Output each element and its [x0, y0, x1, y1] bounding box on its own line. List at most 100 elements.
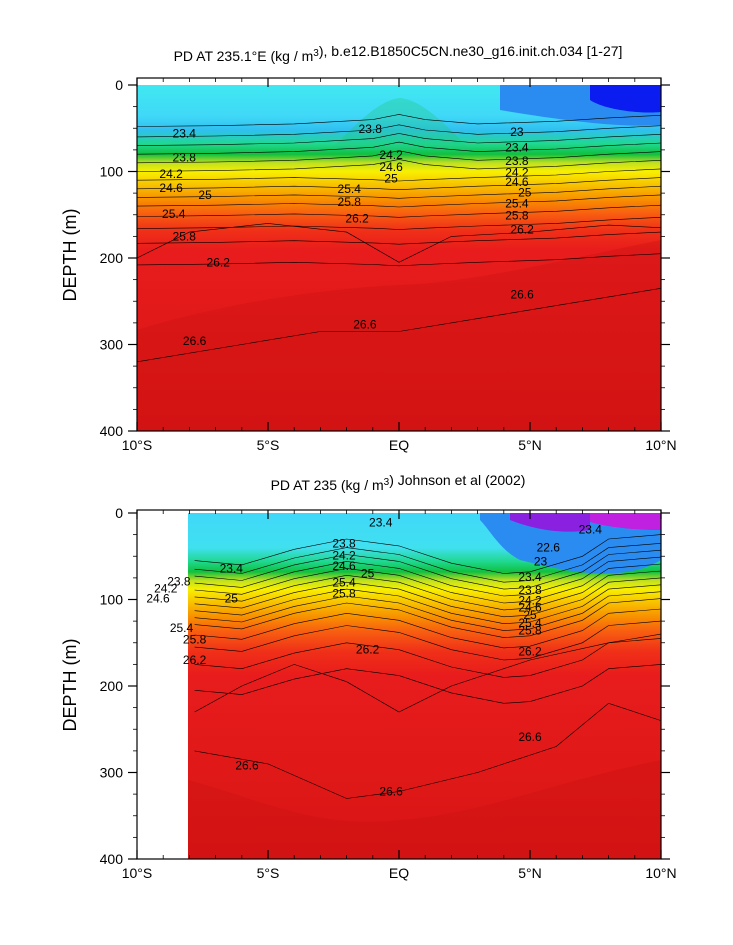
isoline: [194, 608, 662, 649]
y-tick-label: 0: [115, 505, 123, 521]
isoline: [136, 288, 662, 363]
isoline: [136, 217, 662, 230]
contour-label: 24.2: [154, 581, 178, 595]
contour-label: 25: [198, 188, 212, 202]
panel-2-axes: 10°S 5°S EQ 5°N 10°N 0 100 200 300 400: [100, 505, 677, 881]
contour-label: 25.4: [338, 182, 362, 196]
contour-label: 23.4: [579, 522, 603, 536]
x-tick-label: 10°N: [645, 865, 676, 881]
contour-label: 23.8: [173, 151, 197, 165]
panel-2-blue-patch: [480, 513, 661, 574]
contour-label: 25.8: [518, 624, 542, 638]
isoline: [194, 620, 662, 661]
x-tick-label: 5°N: [518, 437, 542, 453]
panel-2-magenta-patch: [590, 513, 661, 530]
contour-label: 24.6: [159, 181, 183, 195]
y-tick-label: 300: [100, 765, 124, 781]
contour-label: 25.4: [332, 575, 356, 589]
isoline: [136, 159, 662, 172]
contour-label: 26.6: [353, 318, 377, 332]
contour-label: 23.4: [173, 126, 197, 140]
panel-1-axes: 10°S 5°S EQ 5°N 10°N 0 100 200 300 400: [100, 77, 677, 453]
panel-1-deep-layer: [137, 240, 661, 431]
isoline: [136, 141, 662, 155]
isoline: [136, 150, 662, 164]
y-tick-label: 400: [100, 423, 124, 439]
contour-label: 26.2: [356, 643, 380, 657]
isoline: [136, 185, 662, 199]
contour-label: 24.2: [518, 593, 542, 607]
contour-label: 26.2: [207, 255, 231, 269]
contour-label: 26.2: [518, 644, 542, 658]
isoline: [136, 177, 662, 191]
panel-2-deep-layer: [188, 760, 661, 859]
contour-label: 25.4: [170, 621, 194, 635]
isoline: [194, 638, 662, 678]
contour-label: 23.8: [332, 536, 356, 550]
contour-label: 25: [225, 592, 239, 606]
isoline: [194, 633, 662, 713]
isoline: [194, 598, 662, 638]
isoline: [136, 204, 662, 218]
contour-label: 26.2: [345, 211, 369, 225]
contour-label: 26.2: [510, 222, 534, 236]
isoline: [136, 133, 662, 146]
isoline: [136, 168, 662, 182]
contour-label: 26.6: [379, 785, 403, 799]
isoline: [194, 556, 662, 597]
contour-label: 24.6: [146, 592, 170, 606]
contour-label: 24.6: [505, 175, 529, 189]
x-tick-label: 10°N: [645, 437, 676, 453]
contour-label: 24.6: [332, 559, 356, 573]
contour-label: 24.6: [518, 600, 542, 614]
panel-1-deep-blue-patch: [590, 85, 661, 113]
x-tick-label: EQ: [389, 437, 409, 453]
isoline: [194, 584, 662, 625]
isoline: [194, 543, 662, 583]
contour-label: 25: [523, 608, 537, 622]
contour-label: 23.8: [518, 583, 542, 597]
contour-label: 25.8: [338, 195, 362, 209]
contour-label: 25.8: [332, 586, 356, 600]
contour-label: 24.2: [379, 148, 403, 162]
contour-label: 23: [510, 125, 524, 139]
panel-1-upwelling-bump: [330, 98, 470, 150]
contour-label: 25.4: [505, 197, 529, 211]
contour-label: 23.8: [505, 154, 529, 168]
panel-2: PD AT 235 (kg / m3) Johnson et al (2002)…: [60, 472, 677, 881]
y-tick-label: 100: [100, 164, 124, 180]
contour-label: 22.6: [537, 541, 561, 555]
panel-1-field: [137, 85, 661, 431]
y-tick-label: 400: [100, 851, 124, 867]
contour-label: 23.4: [518, 570, 542, 584]
y-tick-label: 200: [100, 250, 124, 266]
isoline: [194, 534, 662, 574]
contour-label: 24.2: [332, 548, 356, 562]
x-tick-label: 5°N: [518, 865, 542, 881]
isoline: [136, 114, 662, 127]
contour-label: 25.8: [173, 229, 197, 243]
isoline: [136, 223, 662, 263]
contour-label: 25.8: [183, 632, 207, 646]
contour-label: 25: [518, 185, 532, 199]
y-tick-label: 100: [100, 592, 124, 608]
contour-label: 24.2: [159, 167, 183, 181]
panel-1-y-axis-label: DEPTH (m): [60, 209, 80, 302]
contour-label: 25: [384, 171, 398, 185]
contour-label: 26.6: [510, 287, 534, 301]
isoline: [194, 563, 662, 604]
isoline: [136, 253, 662, 267]
contour-label: 24.2: [505, 165, 529, 179]
contour-label: 25: [361, 567, 375, 581]
isoline: [194, 570, 662, 611]
isoline: [136, 124, 662, 138]
panel-1: PD AT 235.1°E (kg / m3), b.e12.B1850C5CN…: [60, 43, 677, 453]
contour-label: 23.4: [505, 140, 529, 154]
isoline: [136, 231, 662, 245]
isoline: [194, 577, 662, 618]
contour-label: 26.2: [183, 653, 207, 667]
